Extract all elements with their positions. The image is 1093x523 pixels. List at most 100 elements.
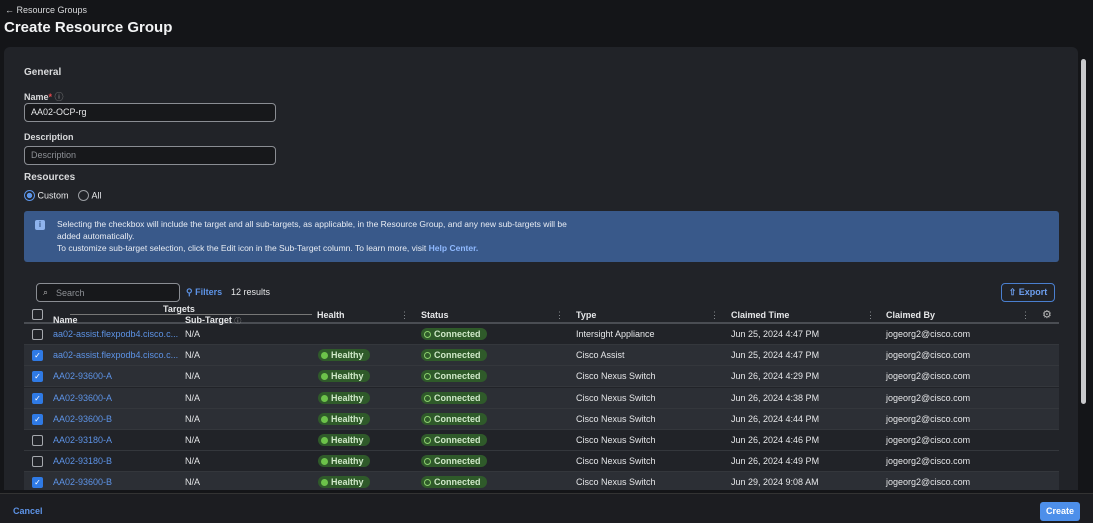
check-circle-icon: [321, 373, 328, 381]
status-badge: Connected: [421, 412, 487, 425]
form-panel: General Name* ⓘ AA02-OCP-rg Description …: [4, 47, 1078, 490]
row-checkbox[interactable]: ✓: [32, 371, 43, 383]
row-checkbox[interactable]: ✓: [32, 392, 43, 404]
row-checkbox[interactable]: ✓: [32, 350, 43, 362]
type: Intersight Appliance: [576, 329, 655, 339]
target-name-link[interactable]: AA02-93600-A: [53, 392, 113, 403]
select-all-checkbox[interactable]: [32, 309, 43, 320]
col-status[interactable]: Status: [421, 310, 449, 320]
check-circle-icon: [321, 479, 328, 487]
health-badge: Healthy: [318, 434, 370, 446]
back-link[interactable]: ← Resource Groups: [5, 5, 88, 15]
type: Cisco Nexus Switch: [576, 371, 656, 382]
status-badge: Connected: [421, 328, 487, 340]
status-badge: Connected: [421, 370, 487, 383]
scrollbar[interactable]: [1079, 47, 1089, 487]
col-claimed-by[interactable]: Claimed By: [886, 310, 936, 320]
filter-icon: ⚲: [186, 287, 196, 297]
connected-icon: [424, 415, 431, 423]
claimed-time: Jun 26, 2024 4:49 PM: [731, 456, 820, 467]
check-circle-icon: [321, 394, 328, 402]
type: Cisco Nexus Switch: [576, 477, 656, 488]
status-badge: Connected: [421, 455, 487, 468]
check-circle-icon: [321, 437, 328, 444]
check-circle-icon: [321, 352, 328, 360]
target-name-link[interactable]: AA02-93180-B: [53, 456, 113, 467]
status-badge: Connected: [421, 349, 487, 362]
target-name-link[interactable]: AA02-93600-A: [53, 371, 113, 382]
health-badge: Healthy: [318, 349, 370, 362]
target-name-link[interactable]: AA02-93600-B: [53, 477, 113, 488]
connected-icon: [424, 394, 431, 402]
subtarget: N/A: [185, 413, 201, 424]
health-badge: Healthy: [318, 412, 370, 425]
help-center-link[interactable]: Help Center.: [428, 243, 479, 253]
col-type[interactable]: Type: [576, 310, 597, 320]
row-checkbox[interactable]: [32, 329, 43, 340]
col-claimed-time[interactable]: Claimed Time: [731, 310, 790, 320]
health-badge: Healthy: [318, 455, 370, 468]
export-button[interactable]: ⇧ Export: [1001, 283, 1055, 302]
export-icon: ⇧: [1008, 287, 1019, 297]
check-circle-icon: [321, 415, 328, 423]
status-badge: Connected: [421, 391, 487, 404]
col-name[interactable]: Name: [53, 315, 78, 325]
check-circle-icon: [321, 458, 328, 466]
connected-icon: [424, 458, 431, 466]
claimed-time: Jun 25, 2024 4:47 PM: [731, 329, 820, 339]
col-health[interactable]: Health: [317, 310, 345, 320]
claimed-by: jogeorg2@cisco.com: [886, 371, 971, 382]
target-name-link[interactable]: aa02-assist.flexpodb4.cisco.c...: [53, 329, 179, 339]
type: Cisco Nexus Switch: [576, 413, 656, 424]
resources-heading: Resources: [24, 172, 76, 183]
claimed-by: jogeorg2@cisco.com: [886, 413, 971, 424]
health-badge: Healthy: [318, 370, 370, 383]
subtarget: N/A: [185, 371, 201, 382]
target-name-link[interactable]: AA02-93180-A: [53, 435, 113, 445]
radio-all[interactable]: All: [78, 190, 102, 202]
table-row: AA02-93180-A N/A Healthy Connected Cisco…: [24, 430, 1059, 451]
description-input[interactable]: Description: [24, 146, 276, 165]
subtarget: N/A: [185, 435, 201, 445]
col-subtarget[interactable]: Sub-Target ⓘ: [185, 315, 242, 325]
info-icon: i: [35, 220, 45, 230]
target-name-link[interactable]: aa02-assist.flexpodb4.cisco.c...: [53, 350, 179, 361]
name-input[interactable]: AA02-OCP-rg: [24, 103, 276, 122]
row-checkbox[interactable]: [32, 435, 43, 446]
connected-icon: [424, 437, 431, 444]
search-input[interactable]: ⌕ Search: [36, 283, 180, 302]
status-badge: Connected: [421, 434, 487, 446]
claimed-time: Jun 25, 2024 4:47 PM: [731, 350, 820, 361]
table-row: aa02-assist.flexpodb4.cisco.c... N/A Con…: [24, 324, 1059, 345]
row-checkbox[interactable]: ✓: [32, 413, 43, 425]
claimed-by: jogeorg2@cisco.com: [886, 392, 971, 403]
claimed-time: Jun 26, 2024 4:46 PM: [731, 435, 820, 445]
table-row: ✓ AA02-93600-A N/A Healthy Connected Cis…: [24, 387, 1059, 409]
cancel-button[interactable]: Cancel: [13, 506, 43, 516]
claimed-time: Jun 29, 2024 9:08 AM: [731, 477, 819, 488]
claimed-by: jogeorg2@cisco.com: [886, 477, 971, 488]
results-count: 12 results: [231, 287, 271, 297]
connected-icon: [424, 331, 431, 338]
description-label: Description: [24, 132, 74, 142]
subtarget: N/A: [185, 350, 201, 361]
health-badge: Healthy: [318, 391, 370, 404]
subtarget: N/A: [185, 392, 201, 403]
target-name-link[interactable]: AA02-93600-B: [53, 413, 113, 424]
page-title: Create Resource Group: [4, 19, 173, 36]
claimed-by: jogeorg2@cisco.com: [886, 456, 971, 467]
connected-icon: [424, 352, 431, 360]
claimed-by: jogeorg2@cisco.com: [886, 329, 971, 339]
row-checkbox[interactable]: [32, 456, 43, 468]
connected-icon: [424, 479, 431, 487]
filters-button[interactable]: ⚲ Filters: [186, 287, 223, 297]
radio-custom[interactable]: Custom: [24, 190, 69, 202]
type: Cisco Nexus Switch: [576, 392, 656, 403]
settings-gear-icon[interactable]: ⚙: [1042, 309, 1052, 321]
claimed-by: jogeorg2@cisco.com: [886, 435, 971, 445]
claimed-time: Jun 26, 2024 4:44 PM: [731, 413, 820, 424]
row-checkbox[interactable]: ✓: [32, 477, 43, 489]
table-row: ✓ AA02-93600-B N/A Healthy Connected Cis…: [24, 472, 1059, 490]
info-banner: i Selecting the checkbox will include th…: [24, 211, 1059, 262]
create-button[interactable]: Create: [1040, 502, 1080, 521]
